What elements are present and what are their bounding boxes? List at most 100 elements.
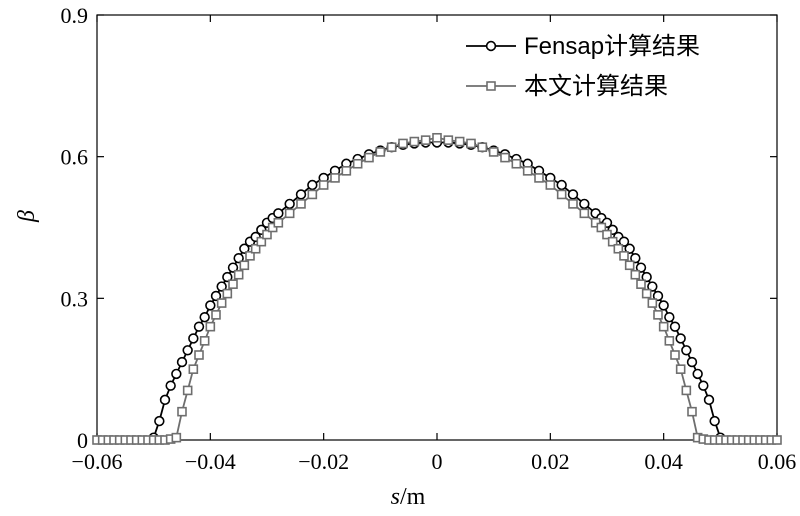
series-2 — [92, 132, 782, 445]
data-point — [579, 208, 590, 219]
x-axis-unit: /m — [400, 484, 426, 510]
legend-entry-1: Fensap计算结果 — [466, 33, 700, 60]
data-point — [239, 260, 250, 271]
data-point — [641, 288, 652, 299]
legend-entry-2: 本文计算结果 — [466, 73, 668, 100]
x-tick-label: −0.02 — [298, 449, 349, 474]
y-tick-label: 0.9 — [61, 3, 89, 28]
y-tick-label: 0.6 — [61, 145, 89, 170]
data-point — [630, 252, 641, 264]
data-point — [193, 321, 205, 332]
data-point — [596, 222, 607, 233]
data-point — [511, 158, 522, 169]
data-point — [205, 300, 216, 311]
data-point — [698, 380, 709, 391]
y-tick-label: 0 — [77, 428, 88, 453]
data-point — [636, 279, 646, 289]
data-point — [658, 321, 669, 332]
data-point — [443, 135, 454, 145]
data-point — [233, 269, 244, 280]
data-point — [624, 260, 635, 271]
legend-label: Fensap计算结果 — [524, 33, 700, 60]
data-point — [675, 364, 686, 374]
data-point — [686, 356, 698, 368]
data-point — [647, 298, 658, 308]
data-point — [618, 236, 630, 247]
y-axis-title: β — [14, 210, 40, 223]
data-point — [398, 138, 408, 149]
legend-marker — [486, 81, 496, 91]
x-tick-label: 0.04 — [644, 449, 683, 474]
data-point — [352, 158, 363, 169]
data-point — [182, 385, 193, 396]
data-point — [227, 262, 239, 273]
data-point — [171, 368, 182, 380]
data-point — [607, 236, 618, 247]
data-point — [216, 298, 227, 308]
data-point — [624, 243, 635, 254]
data-point — [188, 333, 199, 344]
data-point — [222, 271, 233, 283]
data-point — [602, 229, 612, 240]
data-point — [245, 251, 255, 261]
x-tick-label: 0 — [432, 449, 443, 474]
data-point — [154, 415, 165, 427]
series-layer — [92, 132, 782, 445]
data-point — [199, 336, 210, 346]
data-point — [635, 262, 647, 273]
data-point — [432, 132, 442, 143]
data-point — [664, 336, 675, 346]
data-point — [222, 288, 233, 299]
data-point — [641, 271, 652, 283]
data-point — [658, 300, 669, 311]
data-point — [296, 199, 306, 209]
data-point — [318, 180, 329, 190]
data-point — [477, 142, 488, 153]
data-point — [488, 147, 499, 157]
data-point — [295, 189, 307, 200]
data-point — [675, 333, 686, 344]
data-point — [233, 252, 244, 264]
x-tick-label: −0.06 — [72, 449, 123, 474]
plot-frame — [96, 14, 778, 441]
data-point — [454, 136, 465, 147]
data-point — [681, 345, 692, 356]
data-point — [670, 350, 680, 360]
data-point — [364, 152, 374, 163]
data-point — [579, 198, 590, 210]
data-point — [664, 312, 675, 323]
data-point — [386, 142, 397, 153]
data-point — [409, 136, 420, 147]
data-point — [307, 189, 318, 200]
data-point — [567, 189, 579, 200]
plot-axes: −0.06 −0.04 −0.02 0 0.02 0.04 0.06 0 0.3 0.6 0.9 — [61, 3, 797, 474]
data-point — [256, 236, 267, 247]
data-point — [522, 166, 533, 176]
data-point — [210, 290, 222, 302]
data-point — [171, 432, 182, 443]
x-axis-title: s/m — [391, 484, 426, 510]
data-point — [545, 180, 556, 190]
data-point — [211, 310, 221, 320]
data-point — [692, 368, 703, 380]
data-point — [466, 138, 476, 149]
data-point — [284, 198, 295, 210]
data-point — [619, 251, 629, 261]
data-point — [216, 281, 227, 292]
data-point — [239, 243, 250, 254]
data-point — [159, 394, 171, 406]
data-point — [273, 208, 284, 219]
data-point — [165, 380, 176, 391]
data-point — [630, 269, 641, 280]
data-point — [262, 229, 272, 240]
data-point — [177, 406, 187, 417]
series-line — [97, 136, 777, 441]
data-point — [652, 290, 664, 302]
data-point — [228, 279, 238, 289]
y-tick-label: 0.3 — [61, 286, 89, 311]
data-point — [687, 406, 697, 417]
x-axis-var: s — [391, 484, 400, 510]
data-point — [556, 189, 567, 200]
